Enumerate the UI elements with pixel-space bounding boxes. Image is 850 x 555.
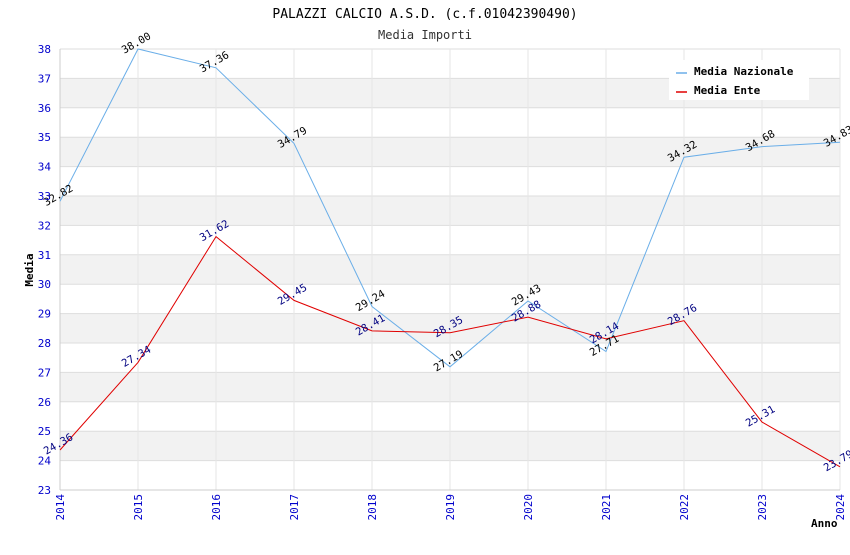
y-tick-label: 30 [38, 278, 51, 291]
chart-subtitle: Media Importi [378, 28, 472, 42]
y-tick-label: 37 [38, 72, 51, 85]
y-tick-label: 32 [38, 219, 51, 232]
data-label-media-nazionale: 37.36 [198, 49, 231, 75]
data-label-media-nazionale: 27.19 [432, 348, 465, 374]
chart-title: PALAZZI CALCIO A.S.D. (c.f.01042390490) [272, 7, 577, 22]
data-label-media-ente: 25.31 [744, 403, 777, 429]
x-tick-label: 2017 [288, 494, 301, 521]
x-tick-label: 2018 [366, 494, 379, 521]
axes [59, 49, 840, 491]
series-line-media-ente [59, 235, 841, 468]
y-tick-label: 31 [38, 249, 51, 262]
y-tick-label: 28 [38, 337, 51, 350]
y-axis-label: Media [23, 253, 36, 286]
y-tick-label: 29 [38, 308, 51, 321]
y-tick-label: 35 [38, 131, 51, 144]
legend-label-media-ente: Media Ente [694, 84, 761, 97]
x-axis-label: Anno [811, 517, 838, 530]
x-tick-label: 2016 [210, 494, 223, 521]
x-tick-label: 2019 [444, 494, 457, 521]
data-label-media-ente: 27.34 [120, 344, 153, 370]
x-tick-label: 2024 [834, 494, 847, 521]
y-tick-label: 34 [38, 161, 52, 174]
x-tick-label: 2015 [132, 494, 145, 521]
data-label-media-nazionale: 29.24 [354, 288, 387, 314]
x-tick-label: 2021 [600, 494, 613, 521]
y-tick-label: 33 [38, 190, 51, 203]
y-tick-label: 25 [38, 425, 51, 438]
legend: Media Nazionale Media Ente [669, 60, 809, 100]
tick-labels: 23 24 25 26 27 28 29 30 31 32 33 34 35 36 37 38 2014 2015… [38, 43, 847, 521]
x-tick-label: 2023 [756, 494, 769, 521]
y-tick-label: 38 [38, 43, 51, 56]
series-line-media-nazionale [59, 48, 841, 368]
y-tick-label: 26 [38, 396, 51, 409]
y-tick-label: 23 [38, 484, 51, 497]
x-tick-label: 2014 [54, 494, 67, 521]
y-tick-label: 24 [38, 455, 52, 468]
legend-box [669, 60, 809, 100]
x-tick-label: 2020 [522, 494, 535, 521]
x-tick-label: 2022 [678, 494, 691, 521]
y-tick-label: 36 [38, 102, 51, 115]
y-tick-label: 27 [38, 366, 51, 379]
legend-label-media-nazionale: Media Nazionale [694, 65, 794, 78]
series-lines [59, 48, 841, 468]
